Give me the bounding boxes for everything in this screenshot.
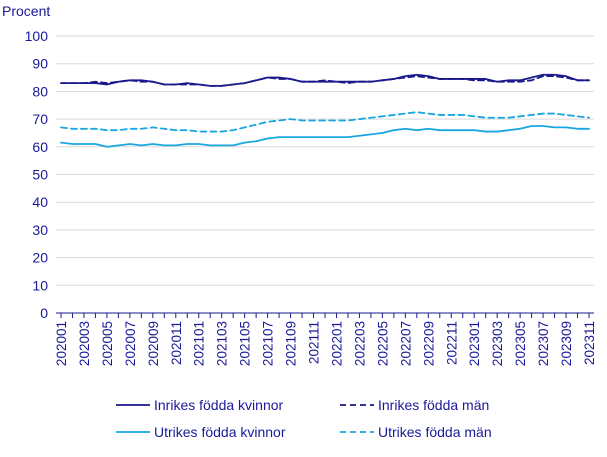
legend-label: Utrikes födda män	[378, 424, 492, 440]
x-tick-label: 202301	[467, 321, 482, 366]
x-tick-label: 202107	[261, 321, 276, 366]
x-tick-label: 202311	[582, 321, 597, 365]
series-line-2	[60, 125, 590, 148]
x-tick-label: 202005	[100, 321, 115, 366]
x-tick-label: 202109	[284, 321, 299, 366]
legend-label: Inrikes födda kvinnor	[154, 397, 284, 413]
x-axis-ticks: 202001 202003 202005 202007 202009 202011 2021…	[54, 313, 597, 366]
gridlines	[56, 35, 594, 286]
x-tick-label: 202007	[123, 321, 138, 366]
x-tick-label: 202305	[513, 321, 528, 366]
y-tick-label: 60	[32, 139, 48, 155]
series-lines	[60, 73, 590, 148]
x-tick-label: 202103	[215, 321, 230, 366]
legend-label: Inrikes födda män	[378, 397, 489, 413]
x-tick-label: 202201	[329, 321, 344, 366]
y-tick-label: 40	[32, 194, 48, 210]
y-axis-unit-label: Procent	[2, 3, 50, 19]
series-line-3	[60, 111, 590, 133]
y-axis-ticks: 0 10 20 30 40 50 60 70 80 90 100	[25, 28, 49, 321]
x-tick-label: 202101	[192, 321, 207, 366]
y-tick-label: 0	[40, 305, 48, 321]
x-tick-label: 202309	[559, 321, 574, 366]
x-tick-label: 202111	[307, 321, 322, 364]
x-tick-label: 202303	[490, 321, 505, 366]
x-tick-label: 202011	[169, 321, 184, 365]
y-tick-label: 20	[32, 250, 48, 266]
x-tick-label: 202001	[54, 321, 69, 366]
x-tick-label: 202203	[352, 321, 367, 366]
y-tick-label: 70	[32, 111, 48, 127]
y-tick-label: 100	[25, 28, 49, 44]
x-tick-label: 202009	[146, 321, 161, 366]
y-tick-label: 30	[32, 222, 48, 238]
series-line-1	[60, 75, 590, 87]
x-tick-label: 202207	[398, 321, 413, 366]
x-tick-label: 202307	[536, 321, 551, 366]
x-tick-label: 202105	[238, 321, 253, 366]
y-tick-label: 90	[32, 56, 48, 72]
x-tick-label: 202205	[375, 321, 390, 366]
x-tick-label: 202211	[444, 321, 459, 365]
x-tick-label: 202003	[77, 321, 92, 366]
legend-label: Utrikes födda kvinnor	[154, 424, 286, 440]
y-tick-label: 50	[32, 167, 48, 183]
y-tick-label: 10	[32, 277, 48, 293]
x-tick-label: 202209	[421, 321, 436, 366]
legend: Inrikes födda kvinnor Inrikes födda män Ut…	[116, 397, 492, 440]
y-tick-label: 80	[32, 83, 48, 99]
